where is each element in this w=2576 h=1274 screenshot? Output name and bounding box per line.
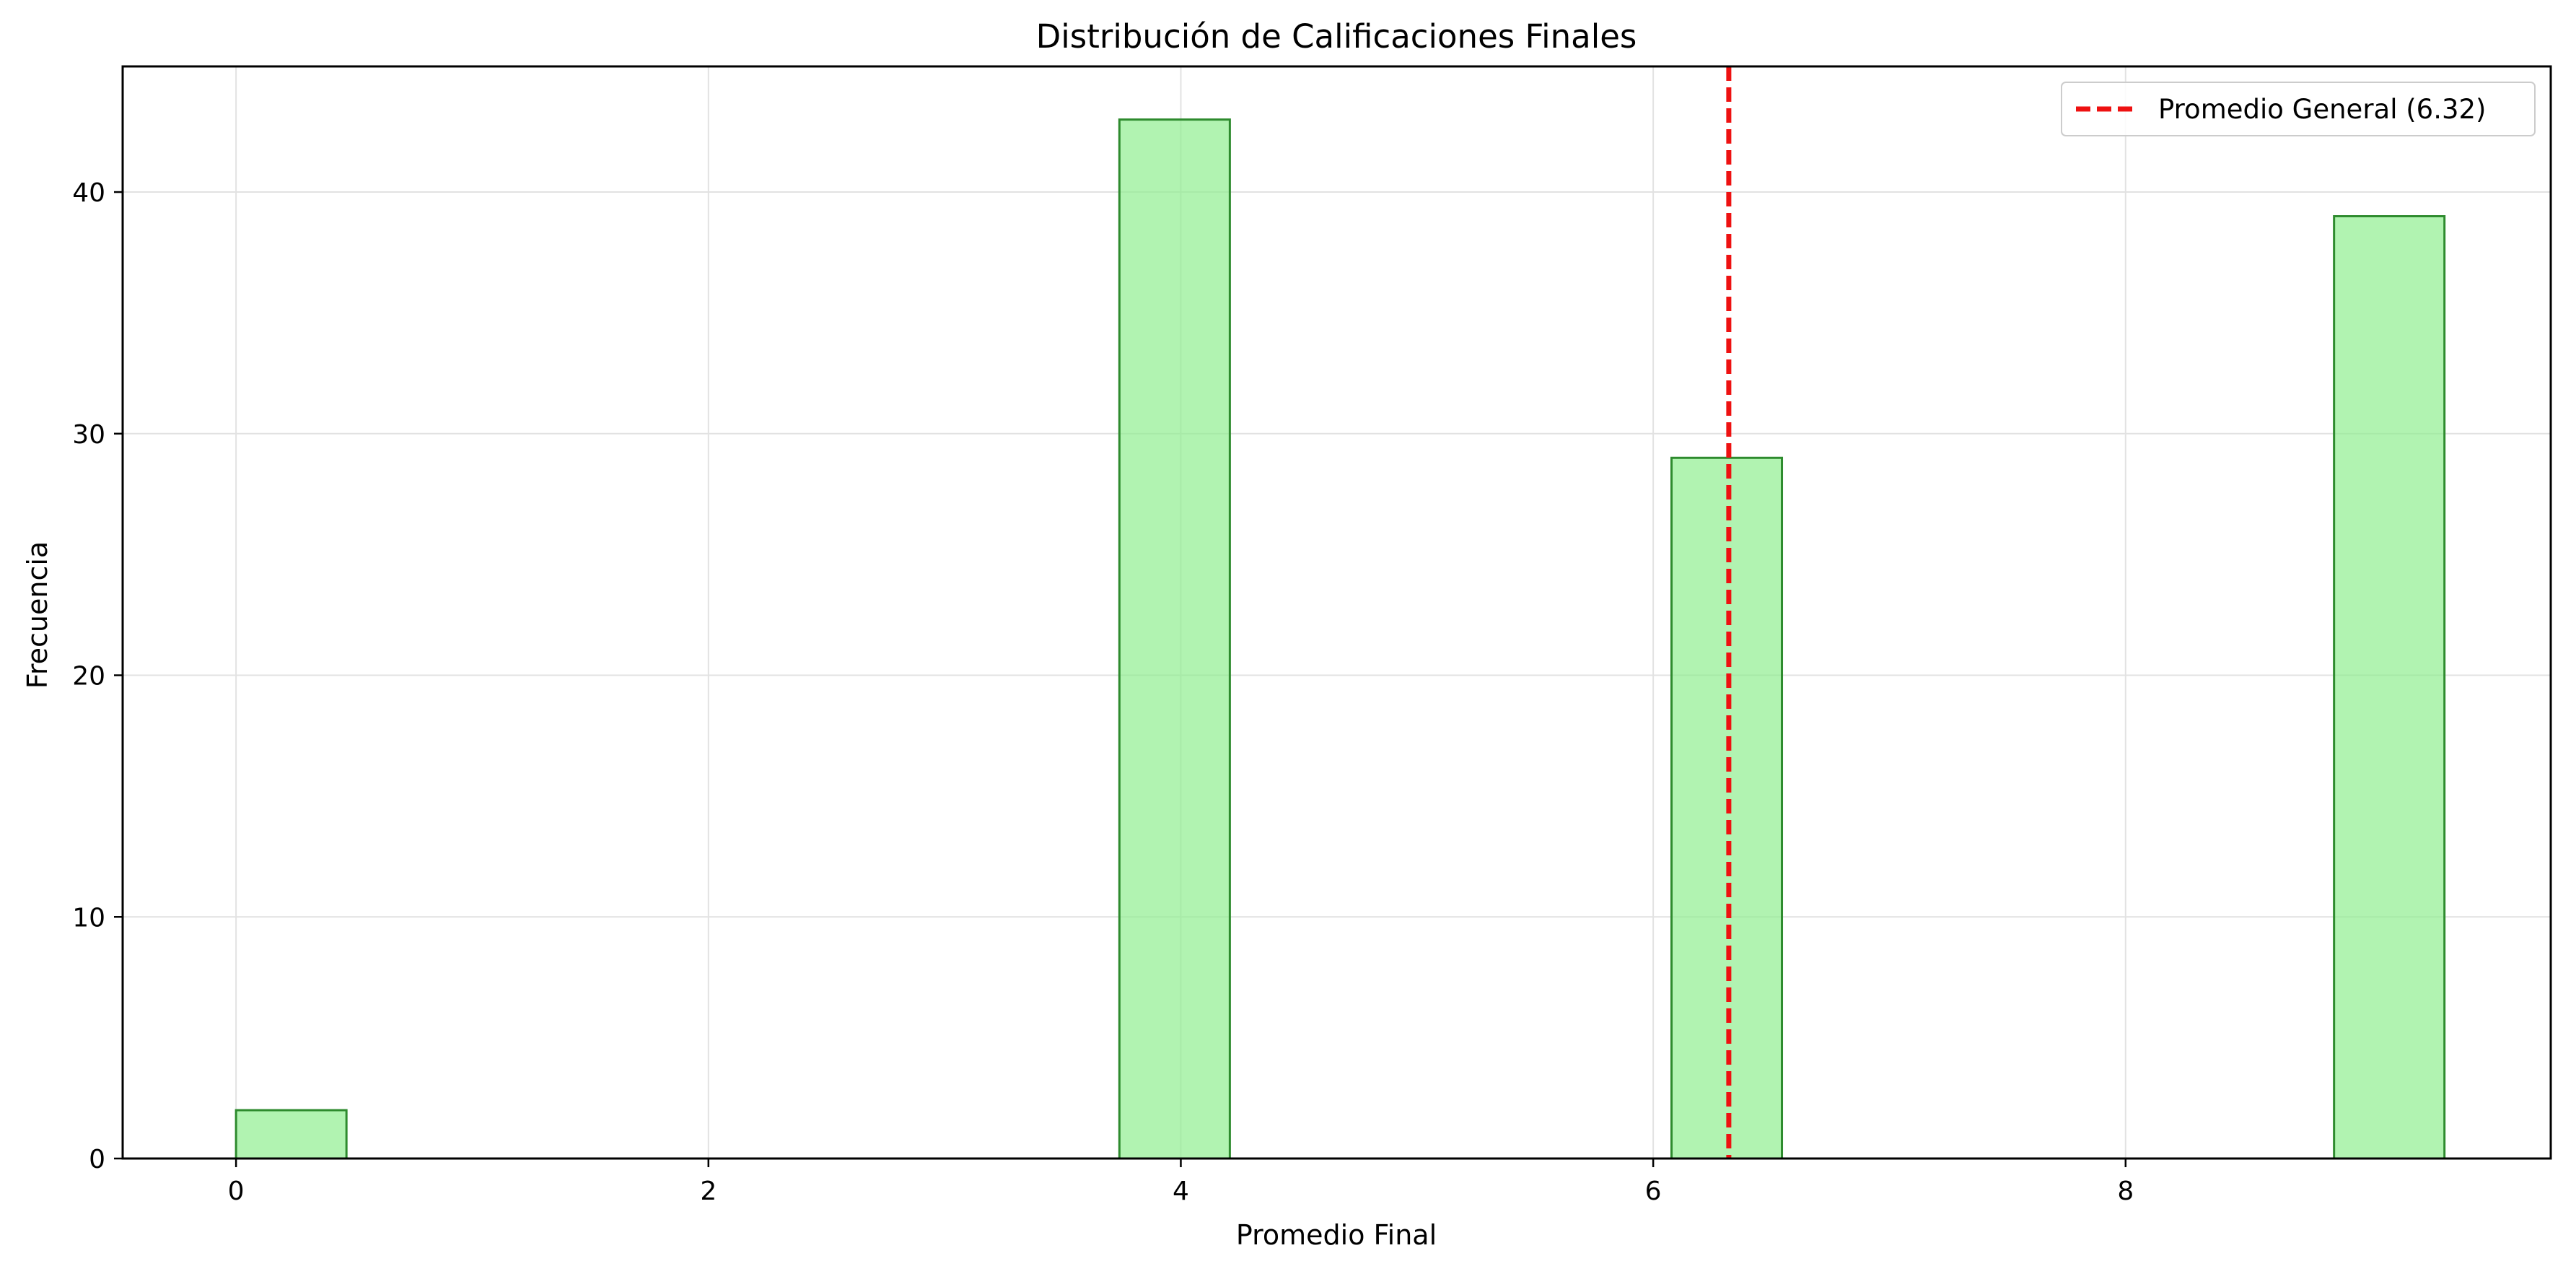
y-axis-title: Frecuencia	[22, 541, 53, 689]
legend-box	[2061, 82, 2536, 136]
chart-title: Distribución de Calificaciones Finales	[1036, 17, 1637, 56]
y-tick-label: 0	[89, 1145, 105, 1174]
plot-area-frame	[121, 65, 2552, 1160]
histogram-bar	[2333, 215, 2446, 1160]
x-tick-label: 8	[2117, 1177, 2134, 1206]
y-tick-label: 10	[72, 903, 105, 933]
histogram-bar	[1118, 118, 1231, 1160]
legend-label-mean: Promedio General (6.32)	[2158, 94, 2487, 125]
x-tick-label: 0	[228, 1177, 245, 1206]
x-axis-title: Promedio Final	[1236, 1219, 1437, 1251]
y-tick-label: 30	[72, 420, 105, 450]
legend: Promedio General (6.32)	[2061, 82, 2536, 136]
x-tick-label: 6	[1645, 1177, 1662, 1206]
y-tick-label: 40	[72, 178, 105, 208]
x-axis-ticks: 0 2 4 6 8	[228, 1159, 2134, 1206]
histogram-bar	[235, 1109, 348, 1160]
y-axis-ticks: 0 10 20 30 40	[72, 178, 123, 1174]
y-tick-label: 20	[72, 662, 105, 691]
x-tick-label: 4	[1173, 1177, 1189, 1206]
x-tick-label: 2	[700, 1177, 717, 1206]
